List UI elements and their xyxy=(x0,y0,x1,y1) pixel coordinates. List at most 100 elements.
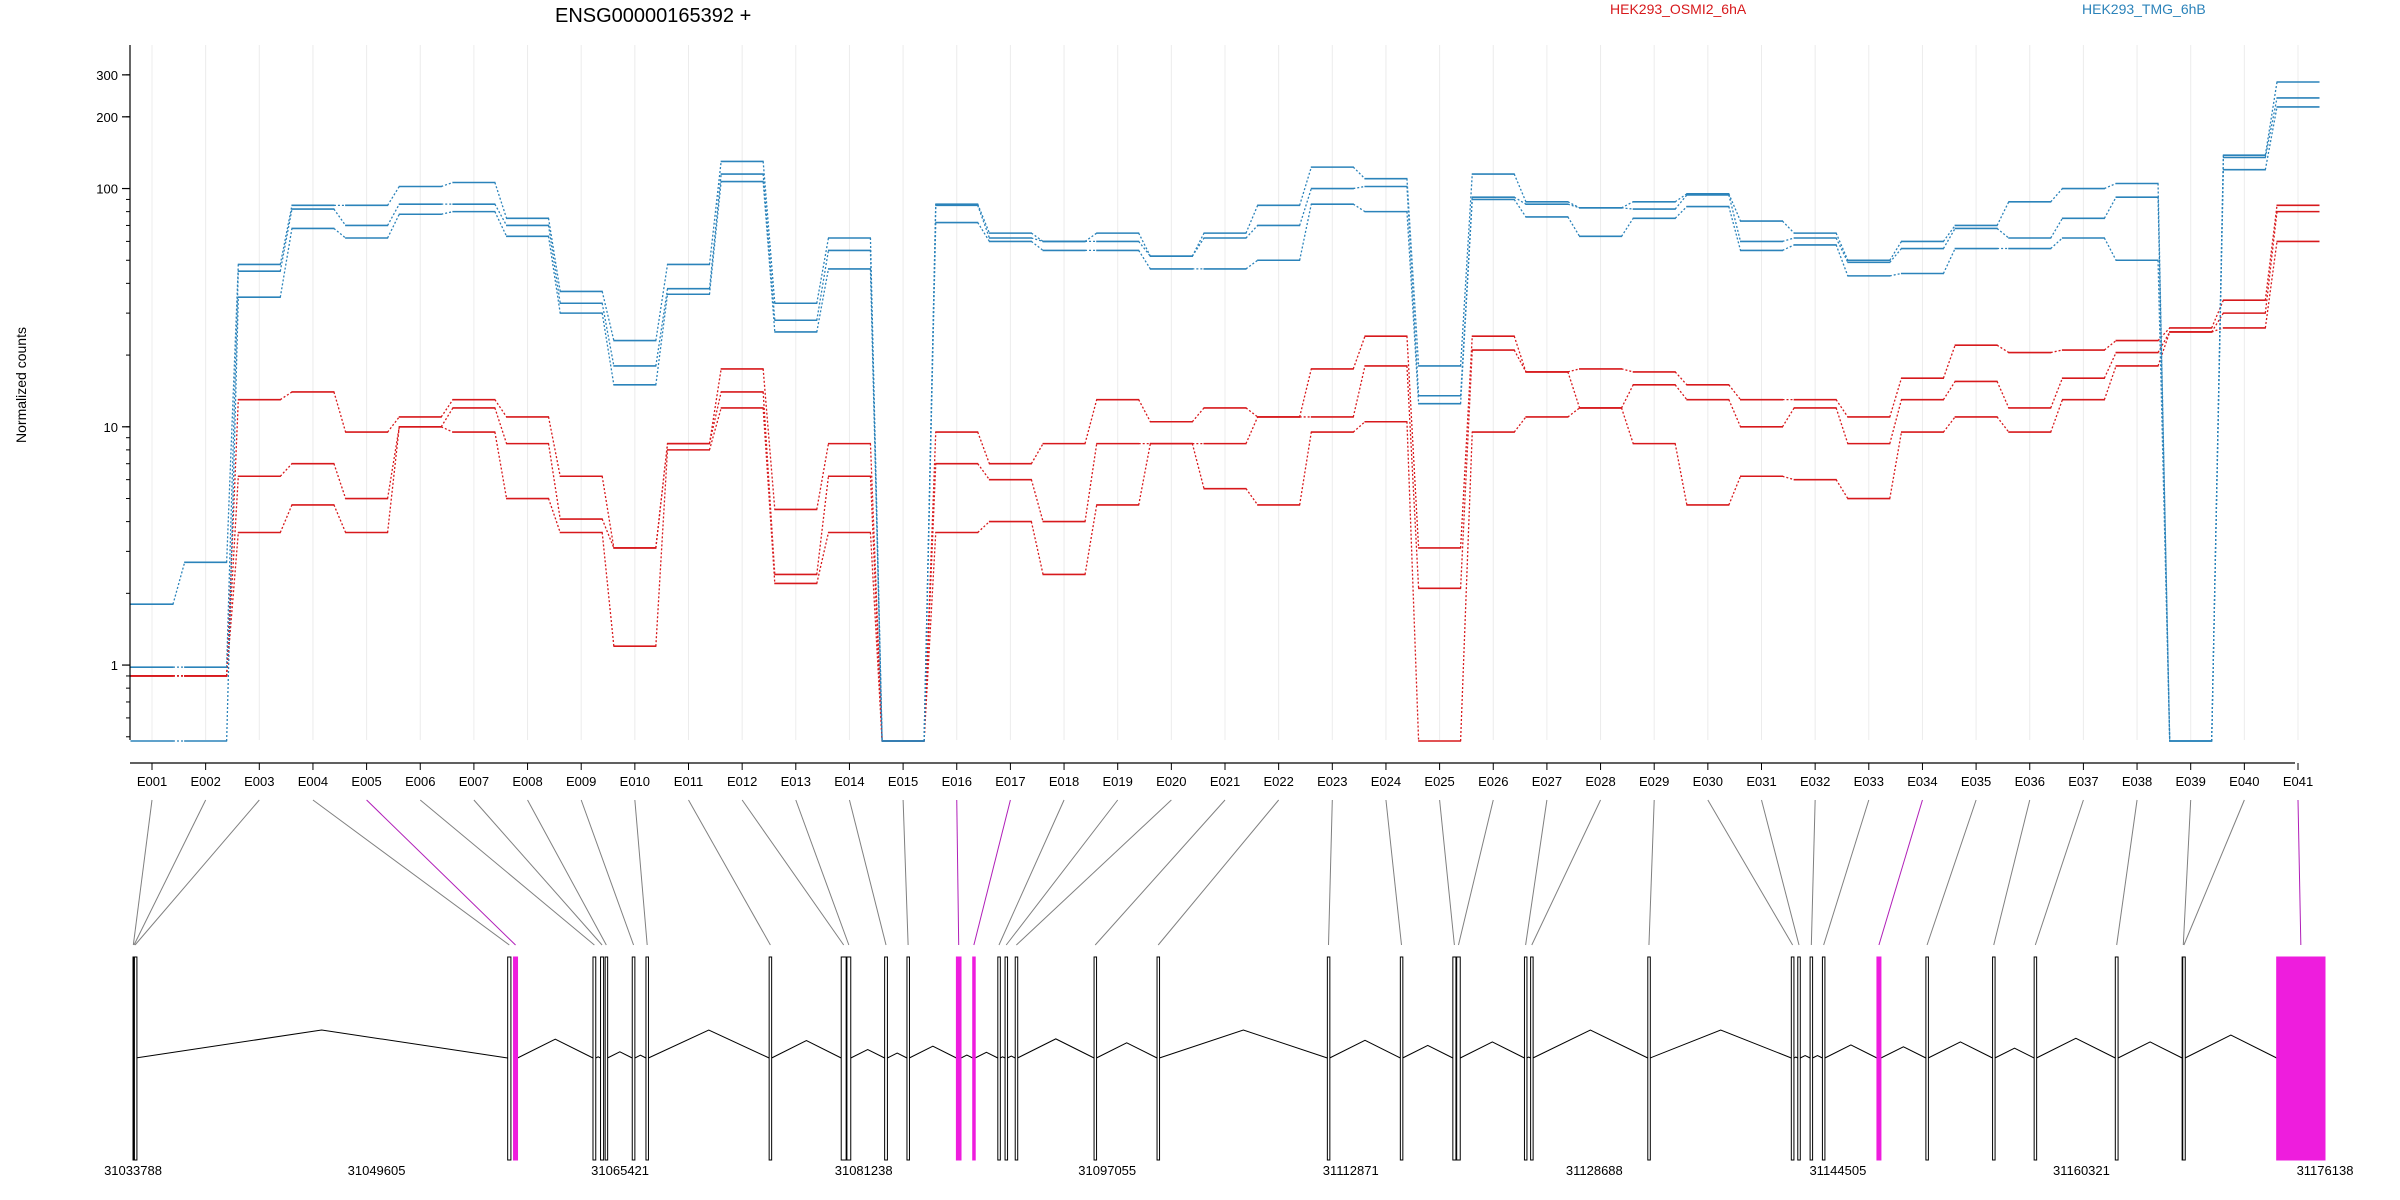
series-connector xyxy=(1352,166,1366,180)
intron-line xyxy=(2184,1034,2277,1059)
series-connector xyxy=(1621,217,1634,237)
series-connector xyxy=(1728,384,1742,401)
exon-label-E001: E001 xyxy=(137,774,167,789)
series-connector xyxy=(708,407,722,451)
intron-line xyxy=(634,1054,647,1059)
series-connector xyxy=(2050,399,2064,433)
series-connector xyxy=(2264,205,2278,301)
exon-box-E016 xyxy=(955,956,962,1161)
series-connector xyxy=(1782,237,1795,243)
series-connector xyxy=(387,186,400,206)
series-connector xyxy=(655,294,669,385)
series-connector xyxy=(333,391,347,433)
exon-label-E008: E008 xyxy=(512,774,542,789)
series-connector xyxy=(1406,186,1420,396)
series-connector xyxy=(1620,407,1634,444)
exon-box-E026 xyxy=(1456,956,1461,1161)
series-connector xyxy=(547,225,561,304)
series-connector xyxy=(494,203,508,226)
series-connector xyxy=(440,407,454,428)
connector-E021 xyxy=(1094,799,1226,946)
series-connector xyxy=(1299,188,1312,226)
series-connector xyxy=(226,297,239,742)
series-connector xyxy=(1620,384,1634,409)
legend-entry-tmg: HEK293_TMG_6hB xyxy=(2082,1,2206,17)
intron-line xyxy=(1800,1054,1811,1059)
intron-line xyxy=(1532,1029,1649,1059)
series-connector xyxy=(1674,384,1688,401)
series-connector xyxy=(2157,260,2171,742)
series-connector xyxy=(1084,504,1098,575)
series-connector xyxy=(1942,225,1956,242)
series-connector xyxy=(2103,340,2117,351)
series-connector xyxy=(816,250,830,321)
connector-E031 xyxy=(1761,799,1800,946)
series-connector xyxy=(1567,216,1581,237)
connector-E034 xyxy=(1878,799,1923,946)
series-connector xyxy=(1191,407,1205,423)
series-connector xyxy=(601,291,615,341)
series-connector xyxy=(333,208,347,226)
exon-box-E035 xyxy=(1925,956,1929,1161)
series-connector xyxy=(1567,407,1580,418)
series-connector xyxy=(1459,199,1473,404)
series-connector xyxy=(547,236,561,314)
series-connector xyxy=(601,532,615,647)
exon-label-E016: E016 xyxy=(942,774,972,789)
series-connector xyxy=(440,399,454,418)
exon-label-E035: E035 xyxy=(1961,774,1991,789)
series-connector xyxy=(1138,250,1151,270)
connector-E006 xyxy=(419,799,595,946)
series-connector xyxy=(1674,371,1688,386)
series-connector xyxy=(1835,399,1849,418)
connector-E008 xyxy=(527,799,607,946)
coordinate-label: 31065421 xyxy=(591,1163,649,1178)
series-1 xyxy=(130,204,2320,742)
series-connector xyxy=(1299,204,1312,261)
exon-label-E017: E017 xyxy=(995,774,1025,789)
exon-label-E038: E038 xyxy=(2122,774,2152,789)
series-connector xyxy=(2103,365,2117,400)
series-connector xyxy=(547,218,561,292)
series-connector xyxy=(977,463,990,481)
exon-label-E029: E029 xyxy=(1639,774,1669,789)
exon-box-E025 xyxy=(1452,956,1457,1161)
intron-line xyxy=(1402,1044,1454,1059)
series-connector xyxy=(977,521,990,533)
y-tick-label: 200 xyxy=(96,110,118,125)
connector-E039 xyxy=(2182,799,2192,946)
series-connector xyxy=(977,431,991,464)
connector-E002 xyxy=(133,799,207,946)
connector-E027 xyxy=(1525,799,1548,946)
series-connector xyxy=(279,463,293,477)
coordinate-label: 31112871 xyxy=(1323,1163,1379,1178)
intron-line xyxy=(771,1040,842,1059)
series-connector xyxy=(1459,174,1473,367)
exon-box-E041 xyxy=(2276,956,2326,1161)
series-connector xyxy=(2103,237,2117,261)
series-connector xyxy=(279,205,293,265)
exon-label-E034: E034 xyxy=(1907,774,1937,789)
exon-box-E023 xyxy=(1326,956,1331,1161)
series-connector xyxy=(1728,399,1742,428)
series-connector xyxy=(655,264,669,341)
series-connector xyxy=(1674,194,1688,210)
series-connector xyxy=(1191,443,1205,489)
exon-box-E013 xyxy=(846,956,852,1161)
series-connector xyxy=(547,416,561,477)
series-connector xyxy=(708,391,722,444)
exon-box-E034 xyxy=(1876,956,1882,1161)
series-connector xyxy=(2264,81,2278,156)
intron-line xyxy=(1649,1029,1792,1059)
intron-line xyxy=(2036,1037,2116,1059)
series-connector xyxy=(816,237,830,304)
y-tick-label: 100 xyxy=(96,182,118,197)
series-connector xyxy=(1245,407,1259,418)
series-connector xyxy=(1352,203,1366,213)
series-connector xyxy=(1031,240,1044,251)
exon-box-E019 xyxy=(1004,956,1009,1161)
series-connector xyxy=(655,443,669,549)
exon-label-E005: E005 xyxy=(351,774,381,789)
series-connector xyxy=(2211,169,2224,742)
connector-E004 xyxy=(312,799,510,946)
